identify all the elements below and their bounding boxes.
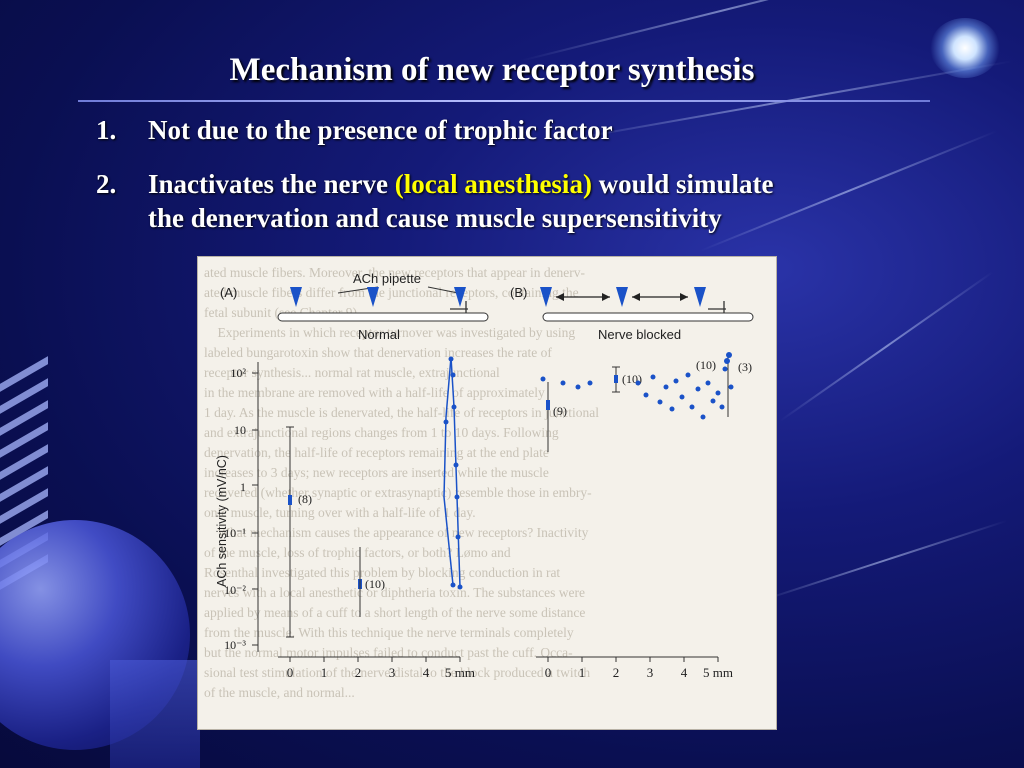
bullet-text: Not due to the presence of trophic facto… [148,115,613,145]
data-point [454,494,460,500]
figure-background-text: ated muscle fibers. Moreover, the new re… [204,265,599,700]
data-point [643,392,649,398]
y-axis-label: ACh sensitivity (mV/nC) [215,455,229,587]
data-point [587,380,593,386]
x-tick-label: 3 [389,665,396,680]
figure-diagram: (A) (B) ACh pipette Normal Ner [215,271,754,680]
data-point [453,462,459,468]
data-point [450,582,456,588]
y-tick-label: 10² [230,366,246,380]
pipette-icon [540,287,552,307]
pipette-icon [616,287,628,307]
data-point [700,414,706,420]
annotation-label: (3) [738,360,752,374]
decorative-tower [110,660,200,768]
data-point [443,419,449,425]
pipette-label: ACh pipette [353,271,421,286]
data-point [457,584,463,590]
annotation-label: (9) [553,404,567,418]
data-point [560,380,566,386]
data-point [685,372,691,378]
textbook-figure: ated muscle fibers. Moreover, the new re… [197,256,777,730]
data-point [575,384,581,390]
pipette-icon [367,287,379,307]
annotation-label: (8) [298,492,312,506]
data-point [724,358,730,364]
data-point [679,394,685,400]
data-point [705,380,711,386]
pipette-icon [454,287,466,307]
panel-a-data: (8) (10) [286,356,463,638]
data-point [728,384,734,390]
y-axis: 10² 10 1 10⁻¹ 10⁻² 10⁻³ ACh sensitivity … [215,362,259,652]
annotation-label: (10) [696,358,716,372]
x-tick-label: 0 [287,665,294,680]
normal-label: Normal [358,327,400,342]
panel-b-data: (9) (10) (10) (3) [540,352,752,452]
panel-a-fiber [277,287,489,322]
data-point [673,378,679,384]
data-point [695,386,701,392]
data-point [657,399,663,405]
data-point [663,384,669,390]
pipette-icon [290,287,302,307]
y-tick-label: 1 [240,480,246,494]
x-tick-label: 5 mm [445,665,475,680]
data-point [546,400,550,410]
x-tick-label: 4 [423,665,430,680]
x-tick-label: 0 [545,665,552,680]
data-point [540,376,546,382]
data-point [710,398,716,404]
annotation-label: (10) [365,577,385,591]
bullet-text-part: Inactivates the nerve [148,169,395,199]
bullet-text-part: would simulate [591,169,774,199]
x-tick-label: 4 [681,665,688,680]
data-point [650,374,656,380]
bullet-item-1: 1. Not due to the presence of trophic fa… [0,114,1024,150]
y-tick-label: 10⁻³ [224,638,246,652]
data-point [689,404,695,410]
y-tick-label: 10 [234,423,246,437]
slide-title: Mechanism of new receptor synthesis [229,52,755,88]
bullet-text-line1: Inactivates the nerve (local anesthesia)… [148,168,773,201]
x-tick-label: 2 [613,665,620,680]
panel-a-label: (A) [220,285,237,300]
x-tick-label: 2 [355,665,362,680]
data-point [635,380,641,386]
bullet-number: 1. [96,115,117,145]
data-point [451,404,457,410]
panel-b-fiber [540,287,754,322]
x-tick-label: 5 mm [703,665,733,680]
x-axis-a: 0 1 2 3 4 5 mm [278,656,475,680]
data-point [715,390,721,396]
title-underline [78,100,930,102]
data-point [288,495,292,505]
y-tick-label: 10⁻¹ [224,526,246,540]
y-tick-label: 10⁻² [224,583,246,597]
bullet-item-2: 2. Inactivates the nerve (local anesthes… [0,168,1024,238]
nerve-blocked-label: Nerve blocked [598,327,681,342]
pipette-icon [694,287,706,307]
data-point [614,375,618,383]
bullet-number: 2. [96,169,117,199]
data-point [450,372,456,378]
data-point [669,406,675,412]
data-point [726,352,732,358]
data-point [455,534,461,540]
x-tick-label: 1 [321,665,328,680]
data-point [719,404,725,410]
x-tick-label: 1 [579,665,586,680]
panel-b-label: (B) [510,285,527,300]
x-tick-label: 3 [647,665,654,680]
light-glow [930,18,1000,78]
data-point [448,356,454,362]
bullet-text-line2: the denervation and cause muscle superse… [148,203,722,233]
data-point [722,366,728,372]
highlight-local-anesthesia: (local anesthesia) [394,169,592,199]
x-axis-b: 0 1 2 3 4 5 mm [536,656,733,680]
